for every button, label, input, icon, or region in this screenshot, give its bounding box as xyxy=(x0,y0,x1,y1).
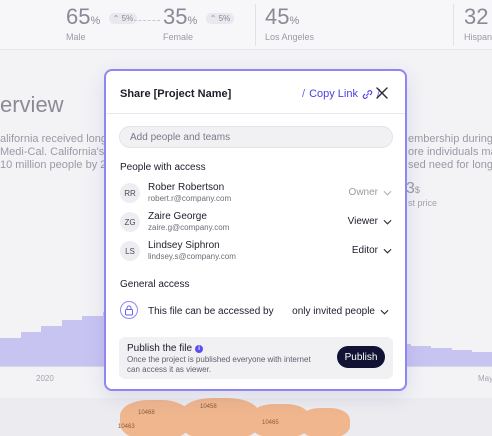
role-dropdown-viewer[interactable]: Viewer xyxy=(348,216,392,227)
general-access-text: This file can be accessed by xyxy=(148,306,274,317)
stat-value: 45 xyxy=(265,4,290,29)
person-row: RR Rober Robertson robert.r@company.com … xyxy=(120,180,392,206)
person-email: zaire.g@company.com xyxy=(148,223,230,232)
general-access-dropdown[interactable]: only invited people xyxy=(292,306,389,317)
map-label: 10458 xyxy=(200,404,217,410)
chevron-down-icon xyxy=(383,248,392,254)
map-label: 10465 xyxy=(262,420,279,426)
price-label: st price xyxy=(408,198,438,208)
background-bar xyxy=(430,348,452,366)
stat-male: 65% ⌃ 5% Male xyxy=(66,4,138,42)
person-row: LS Lindsey Siphron lindsey.s@company.com… xyxy=(120,238,392,264)
overview-paragraph: alifornia received long Medi-Cal. Califo… xyxy=(0,133,113,171)
price-value: 3$ xyxy=(406,180,420,197)
general-access-title: General access xyxy=(120,279,190,290)
share-dialog: Share [Project Name] / Copy Link / Peopl… xyxy=(104,69,407,391)
background-bar xyxy=(0,338,21,366)
overview-paragraph-right: embership during 20 ore individuals may … xyxy=(408,133,492,171)
copy-link-label: Copy Link xyxy=(309,88,358,100)
publish-button[interactable]: Publish xyxy=(337,346,385,368)
close-icon[interactable] xyxy=(374,85,390,101)
add-people-input[interactable] xyxy=(119,126,393,148)
overview-heading: erview xyxy=(0,92,64,117)
stats-row: 65% ⌃ 5% Male 35% ⌃ 5% Female 45% Los An… xyxy=(0,0,492,50)
role-dropdown-editor[interactable]: Editor xyxy=(352,245,392,256)
person-name: Zaire George xyxy=(148,211,207,222)
axis-label: 2020 xyxy=(36,374,54,383)
stat-label: Los Angeles xyxy=(265,32,315,42)
axis-label: May xyxy=(478,374,492,383)
stat-los-angeles: 45% Los Angeles xyxy=(265,4,315,42)
divider xyxy=(255,4,256,46)
person-row: ZG Zaire George zaire.g@company.com View… xyxy=(120,209,392,235)
chevron-down-icon xyxy=(380,309,389,315)
link-icon xyxy=(362,89,373,99)
role-label: Owner xyxy=(348,187,378,198)
copy-link-button[interactable]: / Copy Link / xyxy=(302,88,381,100)
map-label: 10468 xyxy=(138,410,155,416)
person-email: robert.r@company.com xyxy=(148,194,232,203)
divider xyxy=(453,4,454,46)
stat-female: 35% ⌃ 5% Female xyxy=(163,4,235,42)
background-map: 10468 10458 10463 10465 xyxy=(0,398,492,436)
avatar: LS xyxy=(120,241,140,261)
publish-panel: Publish the file i Once the project is p… xyxy=(119,337,393,379)
stat-change-chip: ⌃ 5% xyxy=(205,13,235,24)
stat-label: Hispani xyxy=(464,32,492,42)
publish-title: Publish the file i xyxy=(127,343,204,354)
publish-description: Once the project is published everyone w… xyxy=(127,355,311,374)
person-email: lindsey.s@company.com xyxy=(148,252,236,261)
background-bar xyxy=(61,320,83,366)
role-label: Editor xyxy=(351,245,378,256)
dialog-title: Share [Project Name] xyxy=(120,88,232,100)
background-bar xyxy=(82,316,103,366)
role-label: Viewer xyxy=(347,216,378,227)
role-dropdown-owner[interactable]: Owner xyxy=(349,187,392,198)
background-bar xyxy=(410,346,431,366)
stat-label: Female xyxy=(163,32,194,42)
lock-icon xyxy=(120,301,138,319)
chevron-down-icon xyxy=(383,219,392,225)
divider xyxy=(106,113,405,114)
people-section-title: People with access xyxy=(120,162,206,173)
stat-value: 32 xyxy=(464,4,489,29)
background-bar xyxy=(41,326,62,366)
avatar: RR xyxy=(120,183,140,203)
stat-value: 35 xyxy=(163,4,188,29)
background-bar xyxy=(471,352,492,366)
background-bar xyxy=(451,350,472,366)
general-access-option: only invited people xyxy=(292,306,375,317)
chevron-down-icon xyxy=(383,190,392,196)
divider xyxy=(134,20,160,21)
stat-label: Male xyxy=(66,32,86,42)
stat-hispanic: 32 Hispani xyxy=(464,4,492,42)
info-icon[interactable]: i xyxy=(195,344,204,353)
avatar: ZG xyxy=(120,212,140,232)
person-name: Rober Robertson xyxy=(148,182,225,193)
stat-value: 65 xyxy=(66,4,91,29)
person-name: Lindsey Siphron xyxy=(148,240,220,251)
background-bar xyxy=(20,332,42,366)
stat-change-chip: ⌃ 5% xyxy=(108,13,138,24)
map-label: 10463 xyxy=(118,424,135,430)
